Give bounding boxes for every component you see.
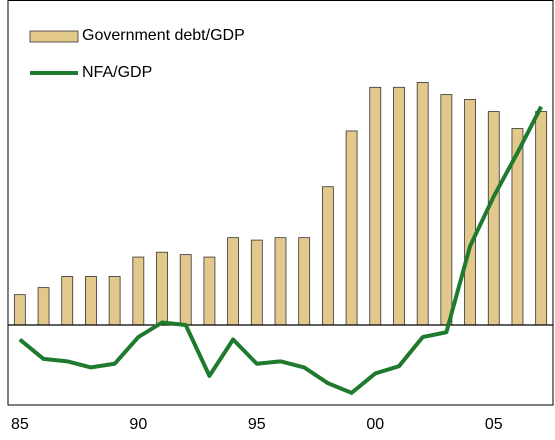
bar: [108, 276, 121, 326]
bar: [321, 186, 334, 326]
x-tick-label: 00: [366, 416, 384, 433]
bar: [13, 294, 26, 326]
bar: [464, 99, 476, 326]
bar: [132, 256, 145, 326]
line: [18, 105, 543, 395]
x-tick-label: 05: [485, 416, 503, 433]
legend-swatch: [29, 30, 79, 43]
bar: [156, 251, 168, 326]
x-tick-label: 85: [11, 416, 29, 433]
bar: [227, 237, 240, 326]
bar: [416, 82, 429, 326]
bar: [85, 276, 97, 326]
x-tick-label: 90: [129, 416, 147, 433]
bar: [37, 287, 50, 326]
bar: [179, 254, 192, 326]
bar: [440, 94, 453, 326]
legend-label: Government debt/GDP: [82, 27, 245, 44]
legend-label: NFA/GDP: [82, 64, 152, 81]
bar: [393, 86, 405, 326]
bar: [61, 276, 74, 326]
plot-frame: [7, 0, 554, 406]
bar: [250, 239, 263, 326]
bar: [369, 86, 382, 326]
x-tick-label: 95: [248, 416, 266, 433]
bar: [487, 111, 500, 326]
bar: [535, 111, 548, 326]
bar: [345, 130, 358, 326]
bar: [274, 237, 287, 326]
bar: [203, 256, 216, 326]
bar: [298, 237, 311, 326]
